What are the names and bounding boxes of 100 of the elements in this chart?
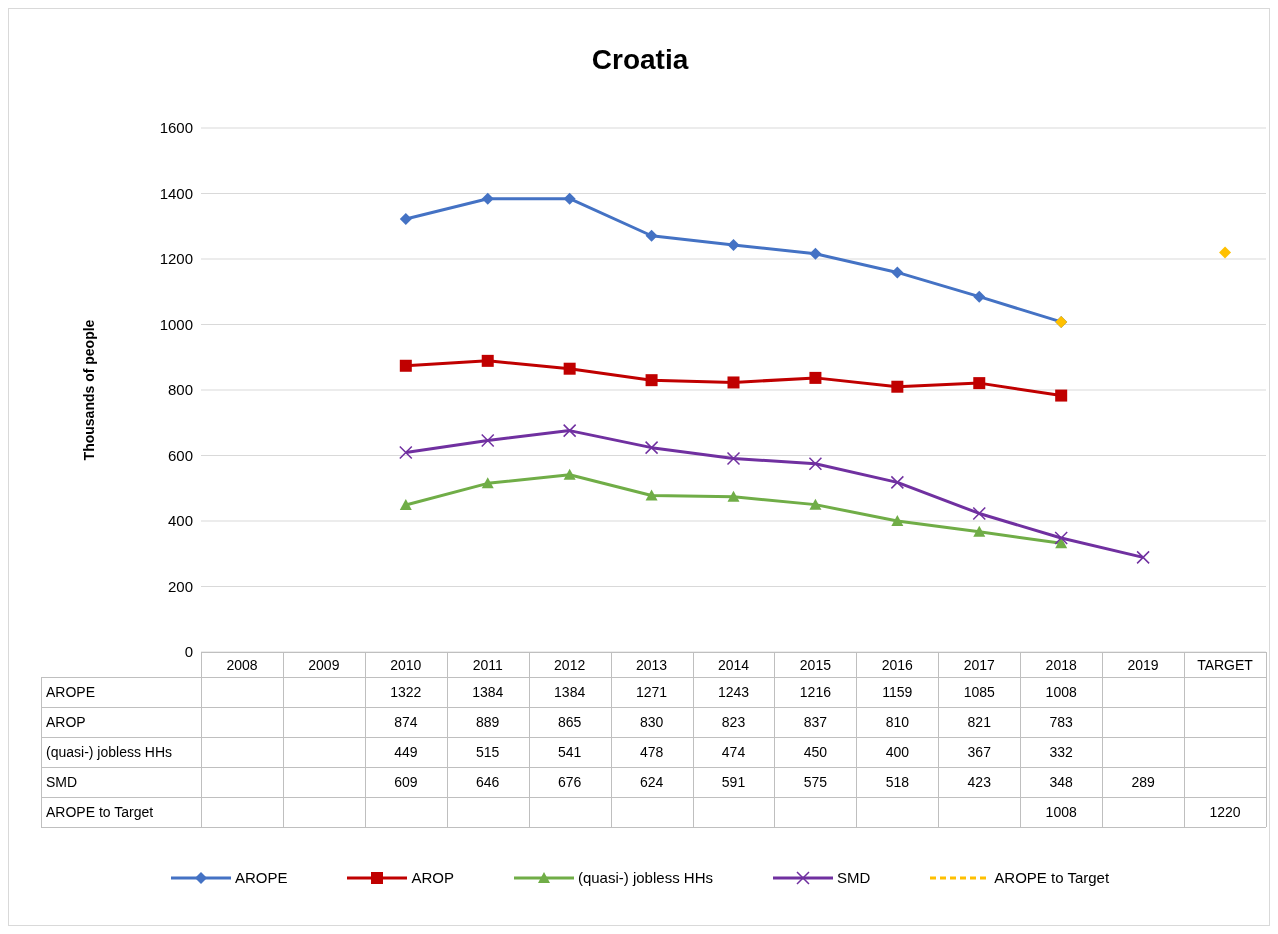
data-label: 478: [638, 743, 665, 761]
point: [727, 238, 740, 251]
data-label: 889: [475, 713, 501, 731]
data-label: 646: [475, 773, 501, 791]
data-label: 783: [1048, 713, 1074, 731]
text: AROP: [46, 714, 86, 730]
x-tick-label: 2019: [1126, 656, 1160, 674]
data-label: 821: [966, 713, 992, 731]
data-label: 518: [884, 773, 910, 791]
point: [727, 376, 740, 389]
point: [563, 362, 576, 375]
data-label: 541: [556, 743, 583, 761]
point: [809, 247, 822, 260]
point: [891, 515, 904, 526]
data-label: 823: [720, 713, 747, 731]
data-label: 450: [802, 743, 829, 761]
text: SMD: [46, 774, 78, 790]
legend-label: AROPE to Target: [994, 869, 1110, 886]
point: [972, 506, 987, 521]
data-label: 575: [802, 773, 829, 791]
point: [480, 433, 495, 448]
point: [973, 290, 986, 303]
data-label: 676: [556, 773, 583, 791]
data-label: 1322: [389, 683, 423, 701]
x-tick-label: 2011: [471, 656, 504, 674]
data-label: 865: [556, 713, 583, 731]
data-label: 1085: [962, 683, 996, 701]
y-tick-label: 1600: [159, 119, 193, 137]
x-tick-label: 2015: [798, 656, 832, 674]
x-tick-label: 2009: [307, 656, 341, 674]
text: AROPE to Target: [46, 804, 154, 820]
x-tick-label: TARGET: [1196, 656, 1254, 674]
point: [562, 423, 577, 438]
point: [563, 468, 576, 480]
point: [563, 192, 576, 205]
point: [808, 456, 823, 471]
data-label: 1216: [798, 683, 832, 701]
point: [973, 525, 986, 537]
point: [399, 445, 413, 460]
y-tick-label: 600: [167, 446, 193, 464]
x-tick-label: 2016: [880, 656, 914, 674]
y-tick-label: 1000: [159, 315, 193, 333]
point: [726, 451, 741, 466]
point: [891, 266, 904, 279]
data-label: 1384: [471, 683, 505, 701]
x-tick-label: 2014: [716, 656, 751, 674]
point: [1055, 389, 1068, 402]
legend-label: SMD: [836, 869, 871, 886]
point: [809, 371, 822, 384]
data-label: 423: [966, 773, 992, 791]
y-tick-label: 200: [167, 577, 193, 595]
legend-label: AROP: [411, 869, 454, 886]
x-tick-label: 2018: [1044, 656, 1078, 674]
data-label: 367: [966, 743, 992, 761]
chart-title: Croatia: [590, 44, 690, 76]
data-label: 609: [393, 773, 419, 791]
data-label: 515: [475, 743, 501, 761]
x-tick-label: 2010: [389, 656, 423, 674]
text: AROPE: [46, 684, 96, 700]
y-tick-label: 1400: [159, 184, 193, 202]
data-label: 332: [1048, 743, 1074, 761]
data-label: 1220: [1208, 803, 1242, 821]
point: [973, 377, 986, 390]
point: [399, 359, 412, 372]
point: [399, 213, 412, 226]
data-label: 474: [720, 743, 747, 761]
data-label: 1384: [553, 683, 587, 701]
data-label: 1243: [716, 683, 751, 701]
data-label: 1008: [1044, 803, 1078, 821]
data-label: 1159: [881, 683, 914, 701]
data-label: 591: [720, 773, 747, 791]
point: [727, 490, 740, 502]
point: [890, 475, 905, 490]
data-label: 400: [884, 743, 910, 761]
point: [1054, 531, 1068, 545]
point: [809, 498, 822, 510]
x-tick-label: 2008: [225, 656, 259, 674]
y-tick-label: 800: [167, 381, 193, 399]
data-label: 830: [638, 713, 665, 731]
point: [645, 229, 658, 242]
data-label: 837: [802, 713, 829, 731]
data-label: 624: [638, 773, 665, 791]
data-label: 1008: [1044, 683, 1078, 701]
point: [481, 477, 494, 489]
x-tick-label: 2017: [962, 656, 996, 674]
data-label: 289: [1130, 773, 1156, 791]
point: [1136, 550, 1150, 565]
data-label: 348: [1048, 773, 1074, 791]
y-tick-label: 0: [184, 643, 193, 661]
data-label: 874: [393, 713, 419, 731]
y-axis-title: Thousands of people: [80, 319, 97, 461]
point: [481, 192, 494, 205]
point: [399, 498, 412, 510]
point: [481, 354, 494, 367]
y-tick-label: 1200: [159, 250, 193, 268]
x-tick-label: 2013: [635, 656, 669, 674]
data-label: 810: [884, 713, 910, 731]
point: [891, 380, 904, 393]
y-tick-label: 400: [167, 512, 193, 530]
point: [645, 489, 658, 501]
